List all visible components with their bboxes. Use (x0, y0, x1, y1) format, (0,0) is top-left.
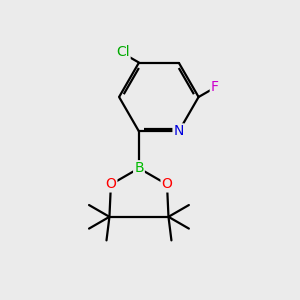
Text: Cl: Cl (116, 45, 130, 59)
Text: B: B (134, 161, 144, 175)
Text: F: F (211, 80, 219, 94)
Text: N: N (173, 124, 184, 138)
Text: O: O (106, 177, 116, 191)
Text: O: O (162, 177, 172, 191)
